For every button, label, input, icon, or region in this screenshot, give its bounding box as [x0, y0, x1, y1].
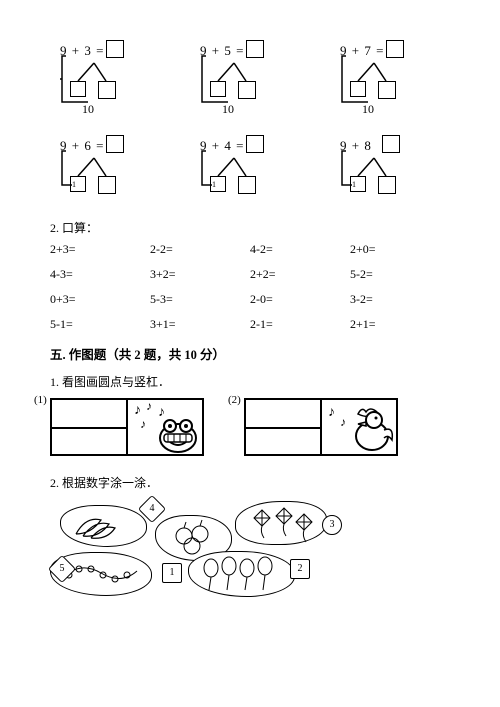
arith-cell: 5-1= [50, 317, 150, 332]
arith-cell: 0+3= [50, 292, 150, 307]
blob-kites[interactable] [235, 501, 327, 545]
arith-cell: 3+2= [150, 267, 250, 282]
split-box-2[interactable] [98, 176, 116, 194]
blob-balloons[interactable] [188, 551, 295, 597]
rooster-image: ♪♪ [322, 400, 396, 454]
decomposition-row-2: 9 + 6 = 1 9 + 4 = 1 9 + 8 1 [60, 135, 450, 204]
question-1-title: 1. 看图画圆点与竖杠． [50, 373, 450, 390]
decomp-item: 9 + 8 1 [340, 135, 450, 204]
decomp-item: 9 + 5 = 10 [200, 40, 310, 120]
split-box-2[interactable] [238, 81, 256, 99]
tag-2: 2 [290, 559, 310, 579]
arith-cell: 2-1= [250, 317, 350, 332]
arith-cell: 5-3= [150, 292, 250, 307]
decomp-item: 9 + 7 = 10 [340, 40, 450, 120]
svg-text:♪: ♪ [140, 417, 146, 431]
decomposition-row-1: 9 + 3 = 10 9 + 5 = 10 9 + 7 = 10 [60, 40, 450, 120]
picture-box-1: ♪♪ ♪♪ [50, 398, 204, 456]
tag-3: 3 [322, 515, 342, 535]
frog-image: ♪♪ ♪♪ [128, 400, 202, 454]
coloring-diagram: 4 3 5 1 2 [50, 497, 350, 607]
svg-text:♪: ♪ [146, 400, 152, 413]
answer-box[interactable] [246, 40, 264, 58]
section-5-heading: 五. 作图题（共 2 题，共 10 分） [50, 344, 450, 363]
answer-box[interactable] [106, 40, 124, 58]
decomp-item: 9 + 4 = 1 [200, 135, 310, 204]
arith-cell: 2-0= [250, 292, 350, 307]
split-box-2[interactable] [378, 81, 396, 99]
decomp-item: 9 + 6 = 1 [60, 135, 170, 204]
answer-box[interactable] [106, 135, 124, 153]
arith-cell: 4-2= [250, 242, 350, 257]
tag-1: 1 [162, 563, 182, 583]
arith-cell: 4-3= [50, 267, 150, 282]
arith-cell: 2+3= [50, 242, 150, 257]
ten-label: 10 [362, 102, 374, 117]
arith-cell: 5-2= [350, 267, 450, 282]
split-box-2[interactable] [378, 176, 396, 194]
arith-cell: 3-2= [350, 292, 450, 307]
arith-cell: 2+2= [250, 267, 350, 282]
question-2-title: 2. 根据数字涂一涂． [50, 474, 450, 491]
svg-text:♪: ♪ [328, 405, 335, 420]
split-box-2[interactable] [98, 81, 116, 99]
picture-row: (1) ♪♪ ♪♪ (2) [50, 398, 450, 456]
svg-text:♪: ♪ [158, 405, 165, 420]
answer-box[interactable] [382, 135, 400, 153]
split-box-2[interactable] [238, 176, 256, 194]
arithmetic-grid: 2+3= 2-2= 4-2= 2+0= 4-3= 3+2= 2+2= 5-2= … [50, 242, 450, 332]
svg-text:♪: ♪ [134, 403, 141, 418]
answer-box[interactable] [386, 40, 404, 58]
answer-box[interactable] [246, 135, 264, 153]
arith-cell: 2+1= [350, 317, 450, 332]
ten-label: 10 [222, 102, 234, 117]
pic-label-1: (1) [34, 394, 47, 406]
arith-cell: 2-2= [150, 242, 250, 257]
blob-bananas[interactable] [60, 505, 147, 547]
answer-area[interactable] [52, 400, 128, 454]
decomp-item: 9 + 3 = 10 [60, 40, 170, 120]
section-2-title: 2. 口算： [50, 219, 450, 236]
ten-label: 10 [82, 102, 94, 117]
svg-text:♪: ♪ [340, 415, 346, 429]
picture-box-2: ♪♪ [244, 398, 398, 456]
arith-cell: 2+0= [350, 242, 450, 257]
arith-cell: 3+1= [150, 317, 250, 332]
pic-label-2: (2) [228, 394, 241, 406]
answer-area[interactable] [246, 400, 322, 454]
